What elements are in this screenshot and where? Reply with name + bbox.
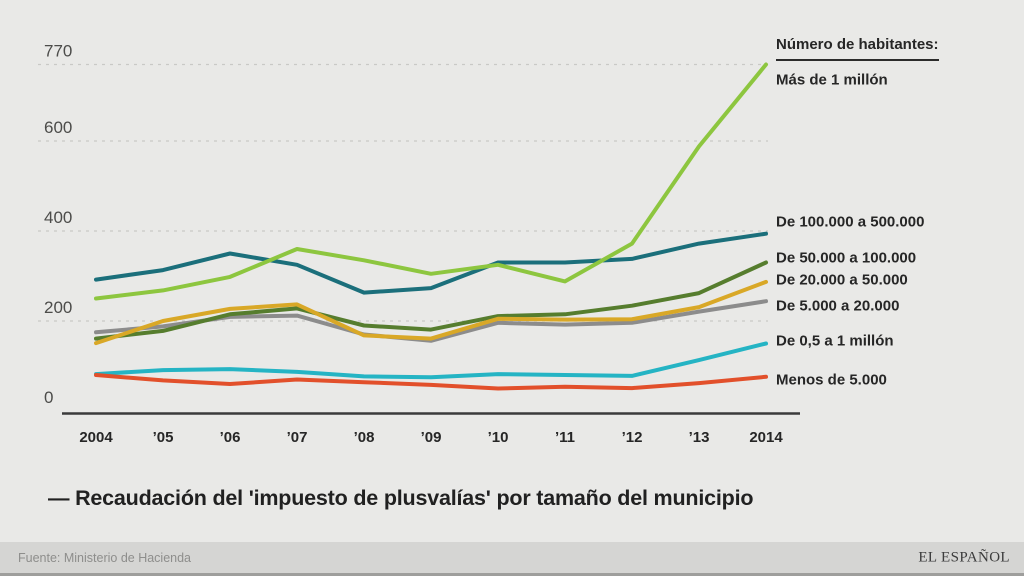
series-line-1 (94, 231, 768, 295)
y-tick-0: 0 (44, 388, 53, 407)
chart-caption: — Recaudación del 'impuesto de plusvalía… (48, 486, 754, 510)
series-line-5 (94, 341, 768, 380)
x-tick-2006: ’06 (220, 429, 241, 446)
y-tick-770: 770 (44, 42, 72, 61)
series-line-6 (94, 373, 768, 391)
publisher-logo: EL ESPAÑOL (918, 549, 1010, 565)
y-tick-200: 200 (44, 298, 72, 317)
legend-item-3: De 20.000 a 50.000 (776, 271, 908, 289)
series-line-0 (94, 62, 768, 301)
legend-item-5: De 0,5 a 1 millón (776, 332, 894, 349)
x-tick-2010: ’10 (488, 429, 509, 446)
legend-item-2: De 50.000 a 100.000 (776, 249, 917, 266)
legend-item-1: De 100.000 a 500.000 (776, 213, 925, 231)
line-chart: 0 200 400 600 770 2004 ’05 ’06 ’07 ’08 ’09 ’10 ’11 ’1… (38, 42, 800, 446)
series-line-2 (94, 260, 768, 341)
x-tick-2004: 2004 (79, 429, 113, 446)
x-tick-2012: ’12 (622, 429, 643, 446)
legend-title: Número de habitantes: (776, 36, 939, 61)
x-tick-2005: ’05 (153, 429, 174, 446)
x-tick-2008: ’08 (354, 429, 375, 446)
x-tick-2007: ’07 (287, 429, 308, 446)
x-tick-2011: ’11 (555, 429, 575, 446)
x-tick-2013: ’13 (689, 429, 710, 446)
legend-item-6: Menos de 5.000 (776, 371, 887, 389)
footer-bar: Fuente: Ministerio de Hacienda EL ESPAÑO… (0, 542, 1024, 576)
x-tick-2009: ’09 (421, 429, 442, 446)
series-line-3 (94, 279, 768, 346)
y-tick-400: 400 (44, 208, 72, 227)
legend-item-4: De 5.000 a 20.000 (776, 297, 900, 315)
source-credit: Fuente: Ministerio de Hacienda (18, 550, 192, 565)
y-tick-600: 600 (44, 118, 72, 137)
legend-item-0: Más de 1 millón (776, 71, 888, 88)
x-tick-2014: 2014 (749, 429, 783, 446)
